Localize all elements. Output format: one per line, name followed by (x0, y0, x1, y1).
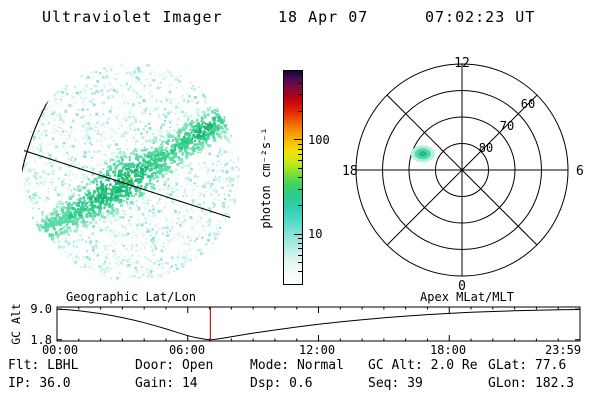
status-gain: Gain: 14 (135, 376, 198, 391)
status-flt: Flt: LBHL (8, 358, 78, 373)
colorbar-tickmark (298, 176, 302, 178)
colorbar-tickmark (294, 233, 302, 235)
date-display: 18 Apr 07 (278, 8, 369, 26)
colorbar-tickmark (298, 262, 302, 264)
gc-alt-curve (56, 308, 580, 341)
status-gcalt-value: 2.0 Re (430, 358, 478, 373)
status-gain-label: Gain: (135, 376, 175, 391)
colorbar-tickmark (298, 82, 302, 84)
colorbar (283, 70, 303, 285)
colorbar-tickmark (298, 248, 302, 250)
colorbar-tickmark (298, 160, 302, 162)
status-mode: Mode: Normal (250, 358, 344, 373)
gc-alt-ytick-1.8: 1.8 (30, 333, 52, 347)
xtick-1200: 12:00 (298, 343, 336, 357)
status-gcalt: GC Alt: 2.0 Re (368, 358, 478, 373)
status-mode-value: Normal (296, 358, 344, 373)
colorbar-tickmark (298, 167, 302, 169)
colorbar-tickmark (298, 73, 302, 75)
xtick-0600: 06:00 (168, 343, 206, 357)
colorbar-tickmark (298, 188, 302, 190)
colorbar-units-label: photon cm⁻²s⁻¹ (259, 127, 273, 229)
strip-chart-ticks (57, 307, 580, 341)
status-glat-label: GLat: (488, 358, 528, 373)
colorbar-tickmark (298, 238, 302, 240)
auroral-patch (410, 145, 435, 163)
app-title: Ultraviolet Imager (42, 8, 223, 26)
gc-alt-ytick-9: 9.0 (30, 302, 52, 316)
status-glat-value: 77.6 (534, 358, 567, 373)
status-gcalt-label: GC Alt: (368, 358, 423, 373)
xtick-1800: 18:00 (429, 343, 467, 357)
status-door: Door: Open (135, 358, 213, 373)
status-seq-label: Seq: (368, 376, 400, 391)
xtick-0000: 00:00 (41, 343, 79, 357)
colorbar-tickmark (298, 94, 302, 96)
colorbar-tickmark (298, 143, 302, 145)
gc-alt-strip-chart (56, 306, 581, 342)
colorbar-tickmark (294, 139, 302, 141)
colorbar-tickmark (298, 271, 302, 273)
xtick-2359: 23:59 (544, 343, 582, 357)
status-dsp: Dsp: 0.6 (250, 376, 313, 391)
time-display: 07:02:23 UT (425, 8, 536, 26)
status-glon: GLon: 182.3 (488, 376, 574, 391)
status-glat: GLat: 77.6 (488, 358, 566, 373)
mlt-label-18: 18 (342, 164, 358, 179)
mlat-label-80: 80 (479, 141, 493, 155)
status-seq: Seq: 39 (368, 376, 423, 391)
status-door-label: Door: (135, 358, 175, 373)
apex-polar-plot: 12 18 6 0 60 70 80 (342, 56, 584, 294)
status-ip-label: IP: (8, 376, 32, 391)
status-flt-value: LBHL (47, 358, 79, 373)
geo-caption: Geographic Lat/Lon (65, 290, 197, 304)
status-dsp-label: Dsp: (250, 376, 282, 391)
status-ip-value: 36.0 (39, 376, 71, 391)
status-gain-value: 14 (181, 376, 198, 391)
status-mode-label: Mode: (250, 358, 290, 373)
status-glon-value: 182.3 (534, 376, 575, 391)
colorbar-tick-10: 10 (308, 227, 323, 241)
mlat-label-60: 60 (521, 97, 535, 111)
status-door-value: Open (181, 358, 214, 373)
polar-grid (355, 63, 569, 277)
mlt-label-6: 6 (576, 164, 584, 179)
colorbar-tickmark (298, 205, 302, 207)
airglow-speckles (22, 63, 240, 281)
status-dsp-value: 0.6 (289, 376, 313, 391)
geo-grid-chord (22, 147, 240, 223)
colorbar-tick-100: 100 (308, 133, 330, 147)
mlt-label-12: 12 (454, 56, 470, 71)
colorbar-tickmark (298, 254, 302, 256)
apex-caption: Apex MLat/MLT (420, 290, 514, 304)
polar-spoke-diag2 (386, 94, 538, 246)
colorbar-tickmark (298, 148, 302, 150)
colorbar-tickmark (298, 242, 302, 244)
status-flt-label: Flt: (8, 358, 40, 373)
colorbar-tickmark (298, 153, 302, 155)
mlat-label-70: 70 (500, 119, 514, 133)
status-glon-label: GLon: (488, 376, 528, 391)
mlt-label-0: 0 (458, 279, 466, 294)
uvi-disk-image (22, 63, 240, 281)
status-ip: IP: 36.0 (8, 376, 71, 391)
status-seq-value: 39 (407, 376, 423, 391)
colorbar-tickmark (298, 110, 302, 112)
